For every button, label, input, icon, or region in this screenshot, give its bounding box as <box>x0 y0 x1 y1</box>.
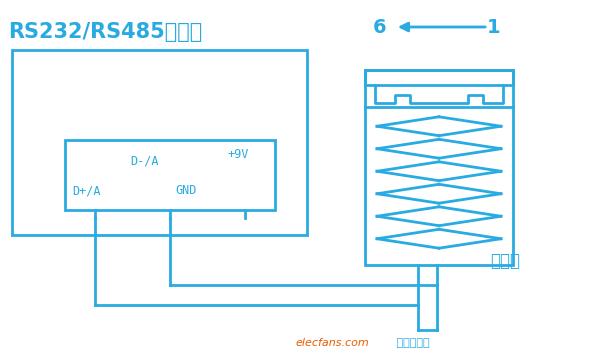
Text: +9V: +9V <box>228 148 249 161</box>
Bar <box>65 140 275 210</box>
Text: GND: GND <box>175 184 196 197</box>
Text: 1: 1 <box>487 18 500 37</box>
Text: 6: 6 <box>373 18 386 37</box>
Text: elecfans.com: elecfans.com <box>295 338 369 348</box>
Bar <box>12 50 307 235</box>
Text: 变频器: 变频器 <box>490 252 520 270</box>
Text: RS232/RS485转换器: RS232/RS485转换器 <box>8 22 202 42</box>
Text: D+/A: D+/A <box>72 184 101 197</box>
Bar <box>365 70 513 85</box>
Text: D-/A: D-/A <box>130 154 158 167</box>
Bar <box>365 70 513 265</box>
Text: 电子发烧友: 电子发烧友 <box>393 338 429 348</box>
